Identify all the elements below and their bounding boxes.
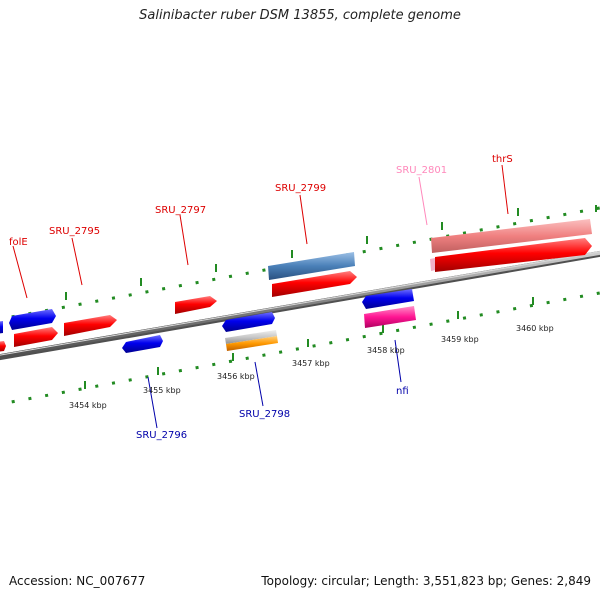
label-folE[interactable]: folE: [9, 237, 28, 248]
outer-major-ticks: [65, 205, 597, 300]
scale-label: 3455 kbp: [143, 386, 181, 395]
leader-thrS: [501, 164, 509, 215]
gene-sru2799-red[interactable]: [272, 271, 357, 297]
map-title: Salinibacter ruber DSM 13855, complete g…: [139, 8, 461, 23]
scale-label: 3456 kbp: [217, 372, 255, 381]
gene-thrS[interactable]: [435, 238, 592, 272]
gene-blue-left-edge[interactable]: [0, 321, 3, 334]
gene-sru2798-gray[interactable]: [225, 330, 277, 344]
label-thrS[interactable]: thrS: [492, 154, 513, 165]
gene-sru2795[interactable]: [64, 315, 117, 336]
label-sru2796[interactable]: SRU_2796: [136, 430, 187, 441]
scale-label: 3458 kbp: [367, 346, 405, 355]
leader-nfi: [394, 339, 402, 383]
label-leaders: [12, 164, 509, 429]
leader-sru2799: [299, 194, 308, 245]
gene-sru2798-blue[interactable]: [222, 312, 275, 332]
scale-label: 3459 kbp: [441, 335, 479, 344]
topology-text: Topology: circular; Length: 3,551,823 bp…: [261, 574, 591, 588]
accession-text: Accession: NC_007677: [9, 574, 146, 588]
leader-sru2798: [254, 361, 264, 407]
outer-minor-ticks: [0, 206, 600, 321]
gene-folE-blue[interactable]: [9, 309, 56, 330]
gene-sru2801-pink-stub[interactable]: [430, 258, 436, 271]
gene-sru2799-steel[interactable]: [268, 252, 355, 280]
gene-red-left-edge[interactable]: [0, 341, 6, 352]
leader-sru2801: [418, 176, 428, 226]
gene-folE-red[interactable]: [14, 327, 58, 347]
gene-features: [0, 219, 592, 353]
outer-tick-ring: [0, 205, 600, 321]
label-sru2801[interactable]: SRU_2801: [396, 165, 447, 176]
inner-minor-ticks: [0, 291, 600, 406]
label-sru2798[interactable]: SRU_2798: [239, 409, 290, 420]
gene-sru2796[interactable]: [122, 335, 163, 353]
scale-label: 3454 kbp: [69, 401, 107, 410]
inner-major-ticks: [84, 297, 534, 389]
scale-label: 3460 kbp: [516, 324, 554, 333]
leader-folE: [12, 245, 28, 299]
label-sru2797[interactable]: SRU_2797: [155, 205, 206, 216]
gene-sru2801-pink[interactable]: [431, 219, 592, 253]
gene-nfi-blue[interactable]: [362, 289, 414, 309]
label-sru2799[interactable]: SRU_2799: [275, 183, 326, 194]
genome-backbone: [0, 250, 600, 361]
gene-nfi-magenta[interactable]: [364, 306, 416, 328]
scale-label: 3457 kbp: [292, 359, 330, 368]
gene-labels: folE SRU_2795 SRU_2797 SRU_2799 SRU_2801…: [9, 154, 513, 441]
leader-sru2795: [71, 237, 83, 286]
label-nfi[interactable]: nfi: [396, 386, 409, 397]
gene-sru2798-orange[interactable]: [226, 336, 278, 351]
inner-tick-ring: [0, 291, 600, 406]
leader-sru2797: [179, 214, 189, 266]
label-sru2795[interactable]: SRU_2795: [49, 226, 100, 237]
gene-sru2797[interactable]: [175, 296, 217, 314]
leader-sru2796: [147, 376, 158, 429]
scale-labels: 3454 kbp 3455 kbp 3456 kbp 3457 kbp 3458…: [69, 324, 554, 410]
